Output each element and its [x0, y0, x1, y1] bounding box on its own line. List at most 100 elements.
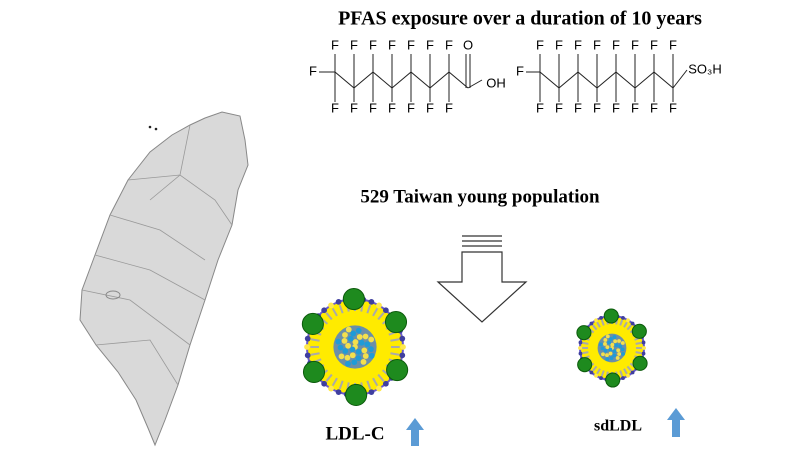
- bond: [334, 71, 355, 89]
- phospholipid: [641, 340, 646, 345]
- phospholipid: [626, 373, 630, 378]
- core-lipid: [349, 352, 356, 359]
- core-lipid: [618, 344, 623, 349]
- core-lipid: [620, 347, 625, 352]
- core-lipid: [608, 351, 613, 356]
- atom-label: F: [388, 100, 396, 115]
- core-lipid: [621, 351, 626, 356]
- atom-label: F: [369, 37, 377, 52]
- lipid-tail: [623, 321, 628, 328]
- taiwan-map: [79, 111, 249, 447]
- core-lipid: [345, 360, 351, 367]
- atom-label: F: [612, 100, 620, 115]
- core-lipid: [598, 342, 603, 347]
- apolipoprotein: [384, 310, 408, 334]
- lipid-tail: [390, 338, 400, 342]
- atom-label: F: [612, 37, 620, 52]
- core-lipid: [607, 340, 612, 345]
- phospholipid: [626, 318, 630, 323]
- lipid-tail: [596, 368, 601, 375]
- increase-arrow: [667, 408, 685, 437]
- title: PFAS exposure over a duration of 10 year…: [338, 8, 702, 30]
- atom-label: F: [369, 100, 377, 115]
- sdldl-particle: [576, 308, 648, 388]
- phospholipid: [578, 340, 583, 345]
- phospholipid: [621, 316, 625, 320]
- apolipoprotein: [632, 355, 648, 371]
- core-lipid: [345, 326, 352, 333]
- phospholipid: [376, 302, 382, 309]
- lipid-tail: [600, 319, 605, 326]
- lipid-tail: [626, 324, 632, 331]
- atom-label: F: [350, 100, 358, 115]
- bond: [391, 71, 412, 89]
- lipid-tail: [310, 352, 320, 356]
- core-lipid: [617, 352, 622, 356]
- core-lipid: [351, 359, 358, 366]
- atom-label: F: [445, 37, 453, 52]
- phospholipid: [321, 380, 328, 387]
- core-lipid: [603, 338, 608, 342]
- phospholipid: [630, 321, 635, 326]
- atom-label: F: [426, 37, 434, 52]
- atom-label: F: [650, 100, 658, 115]
- core-lipid: [605, 345, 610, 350]
- core-lipid: [603, 342, 607, 346]
- atom-label: F: [426, 100, 434, 115]
- core-lipid: [364, 341, 371, 348]
- atom-label: F: [631, 100, 639, 115]
- increase-arrow: [406, 418, 424, 446]
- core-lipid: [352, 339, 359, 345]
- atom-label: F: [669, 100, 677, 115]
- core-lipid: [613, 339, 618, 344]
- core-lipid: [605, 357, 610, 362]
- atom-label: SO₃H: [688, 61, 721, 76]
- phospholipid: [641, 351, 646, 356]
- core-lipid: [345, 342, 351, 349]
- apolipoprotein: [603, 308, 619, 324]
- lipid-tail: [592, 324, 598, 331]
- lipid-tail: [390, 352, 400, 356]
- core-lipid: [360, 359, 367, 365]
- core-lipid: [605, 353, 609, 358]
- atom-label: F: [593, 37, 601, 52]
- phospholipid: [304, 335, 311, 342]
- core-lipid: [612, 353, 617, 358]
- bond: [615, 71, 636, 89]
- phospholipid: [304, 344, 310, 350]
- core-lipid: [608, 337, 613, 341]
- core-lipid: [612, 349, 617, 354]
- atom-label: F: [669, 37, 677, 52]
- sdldl-label: sdLDL: [594, 418, 642, 435]
- core-lipid: [617, 339, 621, 343]
- lipid-tail: [331, 307, 338, 317]
- phospholipid: [621, 376, 625, 380]
- phospholipid: [589, 370, 594, 375]
- apolipoprotein: [386, 358, 409, 382]
- core-lipid: [614, 343, 619, 348]
- lipid-tail: [338, 380, 344, 390]
- apolipoprotein: [605, 372, 621, 388]
- phospholipid: [335, 389, 342, 395]
- phospholipid: [594, 318, 598, 323]
- lipid-tail: [626, 365, 632, 372]
- phospholipid: [321, 307, 328, 314]
- atom-label: F: [574, 37, 582, 52]
- bond: [653, 71, 674, 89]
- core-lipid: [347, 335, 354, 342]
- atom-label: OH: [486, 75, 506, 90]
- lipid-tail: [366, 380, 372, 390]
- phospholipid: [400, 344, 406, 350]
- core-lipid: [362, 333, 369, 340]
- core-lipid: [601, 352, 605, 357]
- core-lipid: [603, 348, 608, 353]
- lipid-tail: [582, 351, 589, 355]
- phospholipid: [630, 370, 635, 375]
- core-lipid: [337, 344, 344, 351]
- core-lipid: [368, 352, 375, 359]
- lipid-tail: [596, 321, 601, 328]
- bond: [539, 71, 560, 89]
- lipid-tail: [372, 377, 379, 387]
- atom-label: F: [650, 37, 658, 52]
